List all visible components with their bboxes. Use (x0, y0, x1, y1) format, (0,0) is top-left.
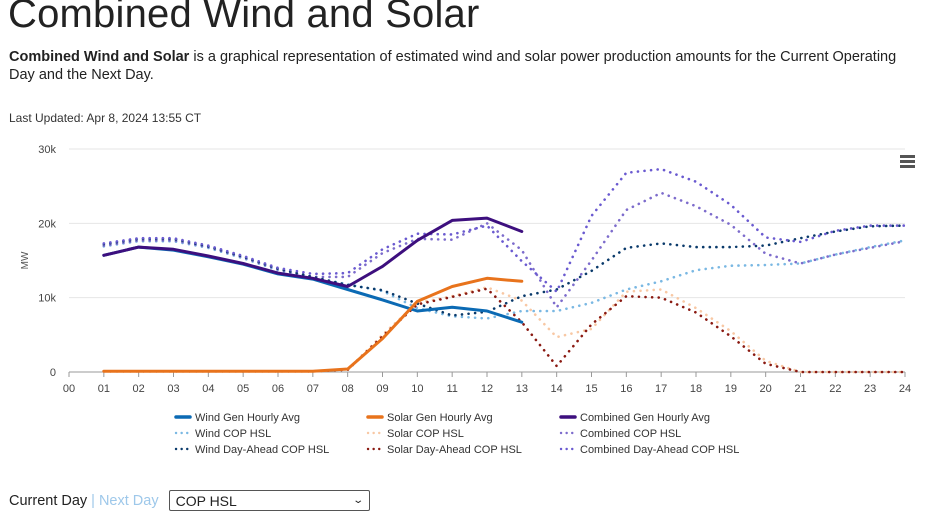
day-controls: Current Day | Next Day COP HSL ⌄ (9, 490, 370, 511)
series-line-wind-cop-hsl (102, 239, 907, 320)
series-select[interactable]: COP HSL ⌄ (168, 490, 370, 511)
page-title: Combined Wind and Solar (8, 0, 480, 36)
x-tick-label: 03 (167, 383, 179, 395)
series-line-combined-day-ahead-cop-hsl (102, 167, 907, 293)
x-tick-label: 18 (690, 383, 702, 395)
legend-item-label: Combined Gen Hourly Avg (580, 412, 710, 424)
x-tick-label: 12 (481, 383, 493, 395)
x-tick-label: 21 (794, 383, 806, 395)
x-tick-label: 06 (272, 383, 284, 395)
y-tick-label: 20k (38, 218, 56, 230)
series-line-solar-cop-hsl (102, 286, 907, 374)
x-tick-label: 08 (342, 383, 354, 395)
intro-bold: Combined Wind and Solar (9, 49, 190, 65)
y-tick-label: 30k (38, 144, 56, 156)
x-tick-label: 00 (63, 383, 75, 395)
legend-item-label: Solar Gen Hourly Avg (387, 412, 493, 424)
wind-solar-chart: 0 10k 20k 30k 00 01 02 03 04 05 06 07 08 09 10 11 12 13 14… (20, 144, 911, 456)
x-tick-label: 10 (411, 383, 423, 395)
x-tick-label: 16 (620, 383, 632, 395)
x-tick-label: 20 (760, 383, 772, 395)
chevron-down-icon: ⌄ (352, 495, 365, 506)
x-tick-label: 22 (829, 383, 841, 395)
x-tick-label: 13 (516, 383, 528, 395)
x-tick-label: 24 (899, 383, 911, 395)
legend-item-label: Solar COP HSL (387, 428, 464, 440)
series-line-combined-cop-hsl (102, 191, 907, 309)
y-tick-label: 0 (50, 367, 56, 379)
legend-item-label: Wind Gen Hourly Avg (195, 412, 300, 424)
last-updated: Last Updated: Apr 8, 2024 13:55 CT (9, 111, 202, 125)
select-value: COP HSL (175, 492, 237, 509)
x-tick-label: 05 (237, 383, 249, 395)
x-tick-label: 09 (376, 383, 388, 395)
next-day-link[interactable]: Next Day (98, 492, 159, 509)
x-tick-label: 23 (864, 383, 876, 395)
x-tick-label: 11 (446, 383, 457, 395)
x-tick-label: 17 (655, 383, 667, 395)
x-tick-label: 01 (98, 383, 110, 395)
intro-text: is a graphical representation of estimat… (9, 49, 897, 83)
series-line-solar-day-ahead-cop-hsl (102, 287, 907, 374)
y-axis-label: MW (20, 251, 31, 269)
x-tick-label: 15 (585, 383, 597, 395)
day-separator: | (91, 492, 95, 509)
legend-item-label: Combined COP HSL (580, 428, 681, 440)
x-tick-label: 14 (551, 383, 563, 395)
x-tick-label: 19 (725, 383, 737, 395)
hamburger-menu-icon[interactable] (900, 155, 915, 168)
series-line-combined-gen-hourly-avg (102, 216, 524, 288)
current-day-link[interactable]: Current Day (9, 492, 88, 509)
x-tick-label: 04 (202, 383, 214, 395)
intro-paragraph: Combined Wind and Solar is a graphical r… (9, 48, 924, 84)
legend-item-label: Solar Day-Ahead COP HSL (387, 444, 522, 456)
x-tick-label: 07 (307, 383, 319, 395)
legend-item-label: Wind COP HSL (195, 428, 271, 440)
legend-item-label: Combined Day-Ahead COP HSL (580, 444, 739, 456)
series-line-wind-day-ahead-cop-hsl (102, 224, 907, 317)
y-tick-label: 10k (38, 293, 56, 305)
x-tick-label: 02 (133, 383, 145, 395)
series-line-solar-gen-hourly-avg (102, 276, 524, 373)
legend-item-label: Wind Day-Ahead COP HSL (195, 444, 329, 456)
